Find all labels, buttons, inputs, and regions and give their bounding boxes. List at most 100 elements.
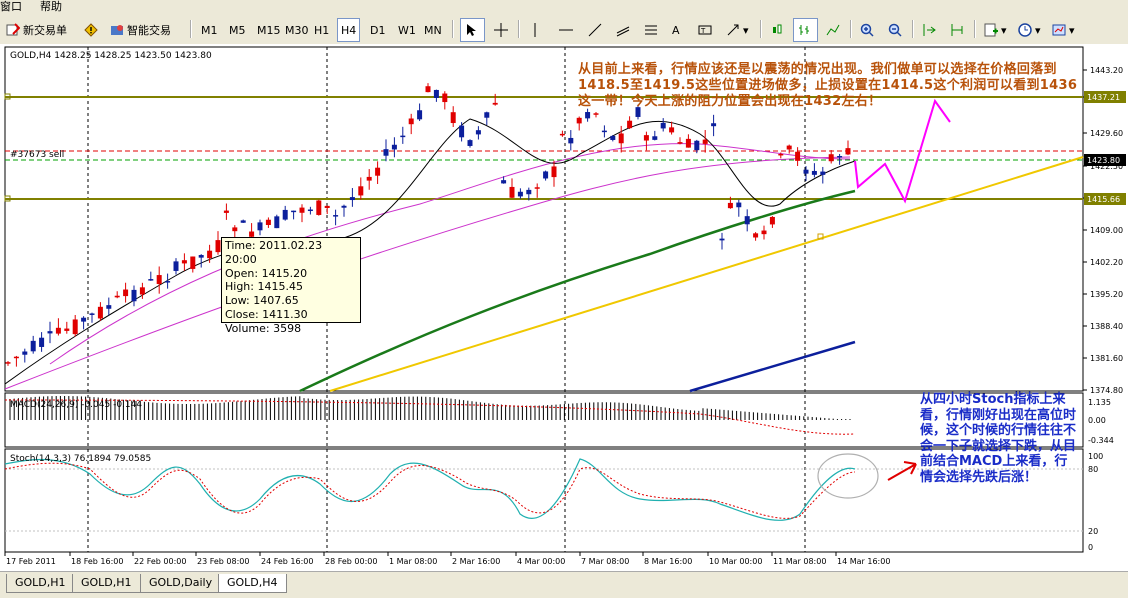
menu-window[interactable]: 窗口 <box>0 0 22 13</box>
candle-body <box>643 135 649 141</box>
candlesticks[interactable] <box>5 83 851 367</box>
ma-magenta-slow[interactable] <box>4 156 851 390</box>
period-m15[interactable]: M15 <box>257 23 281 37</box>
tooltip-close: Close: 1411.30 <box>225 307 308 321</box>
toolbar-separator <box>850 20 852 38</box>
ma-black[interactable] <box>4 118 856 385</box>
candle-body <box>803 169 809 174</box>
tab-gold-h4[interactable]: GOLD,H4 <box>218 574 287 593</box>
tooltip-low: Low: 1407.65 <box>225 294 299 308</box>
ma-green[interactable] <box>299 189 856 393</box>
time-axis: 17 Feb 2011 18 Feb 16:00 22 Feb 00:00 23 Fe… <box>4 552 890 566</box>
macd-tick-label: 1.135 <box>1088 398 1111 407</box>
period-mn[interactable]: MN <box>424 23 442 37</box>
time-tick-label: 1 Mar 08:00 <box>389 557 437 566</box>
price-badge <box>1084 154 1126 166</box>
clock-icon <box>1018 23 1032 37</box>
horizontal-line-button[interactable] <box>555 18 580 42</box>
label-icon: T <box>698 25 712 35</box>
period-h1[interactable]: H1 <box>314 23 330 37</box>
auto-scroll-button[interactable] <box>918 18 943 42</box>
candle-body <box>669 127 675 133</box>
period-d1[interactable]: D1 <box>370 23 386 37</box>
zoom-in-button[interactable] <box>856 18 881 42</box>
time-tick-label: 14 Mar 16:00 <box>837 557 890 566</box>
time-tick-label: 7 Mar 08:00 <box>581 557 629 566</box>
time-tick-label: 2 Mar 16:00 <box>452 557 500 566</box>
templates-dropdown-button[interactable]: ▾ <box>1048 18 1079 42</box>
order-label: #37673 sell <box>10 150 64 160</box>
macd-tick-label: 0.00 <box>1088 416 1106 425</box>
chart-window[interactable]: 1443.201436.051429.601422.501416.051409.… <box>0 44 1128 571</box>
highlight-circle <box>817 453 879 499</box>
arrows-dropdown-button[interactable]: ▾ <box>722 18 753 42</box>
tooltip-high: High: 1415.45 <box>225 280 303 294</box>
new-order-button[interactable]: 新交易单 <box>2 18 71 42</box>
line-chart-button[interactable] <box>822 18 847 42</box>
candle-body <box>156 275 162 284</box>
candle-body <box>30 340 36 352</box>
candles-button[interactable] <box>766 18 791 42</box>
candle-body <box>81 317 87 322</box>
periods-dropdown-button[interactable]: ▾ <box>1014 18 1045 42</box>
chevron-down-icon: ▾ <box>743 23 749 37</box>
expert-advisor-button[interactable]: 智能交易 <box>106 18 175 42</box>
main-chart-pane[interactable] <box>4 46 1084 392</box>
candle-body <box>349 197 355 201</box>
trend-line[interactable] <box>329 156 1084 392</box>
text-button[interactable]: A <box>672 23 680 37</box>
price-tick-label: 1374.80 <box>1090 386 1123 395</box>
period-w1[interactable]: W1 <box>398 23 416 37</box>
alert-button[interactable] <box>80 18 105 42</box>
candle-body <box>719 238 725 241</box>
menu-help[interactable]: 帮助 <box>40 0 62 13</box>
stoch-tick-label: 100 <box>1088 452 1103 461</box>
candle-body <box>702 139 708 144</box>
chart-shift-button[interactable] <box>946 18 971 42</box>
period-m30[interactable]: M30 <box>285 23 309 37</box>
label-button[interactable]: T <box>694 18 719 42</box>
candle-body <box>543 171 549 179</box>
chart-header: GOLD,H4 1428.25 1428.25 1423.50 1423.80 <box>10 51 212 61</box>
indicators-dropdown-button[interactable]: ▾ <box>980 18 1011 42</box>
candle-body <box>467 140 473 146</box>
cursor-button[interactable] <box>460 18 485 42</box>
price-chart-canvas[interactable]: 1443.201436.051429.601422.501416.051409.… <box>0 44 1128 571</box>
crosshair-button[interactable] <box>490 18 515 42</box>
stoch-pane[interactable] <box>4 448 1084 553</box>
stoch-tick-label: 80 <box>1088 465 1098 474</box>
period-m1[interactable]: M1 <box>201 23 218 37</box>
period-h4[interactable]: H4 <box>337 18 361 42</box>
time-tick-label: 28 Feb 00:00 <box>325 557 377 566</box>
line-handle[interactable] <box>4 93 11 100</box>
trendline-button[interactable] <box>584 18 609 42</box>
period-m5[interactable]: M5 <box>229 23 246 37</box>
fibonacci-button[interactable] <box>640 18 665 42</box>
candle-body <box>366 176 372 181</box>
vertical-line-button[interactable] <box>524 18 549 42</box>
tab-gold-h1-2[interactable]: GOLD,H1 <box>72 574 141 593</box>
macd-tick-label: -0.344 <box>1088 436 1114 445</box>
crosshair-icon <box>494 23 508 37</box>
tab-gold-h1[interactable]: GOLD,H1 <box>6 574 75 593</box>
stoch-tick-label: 20 <box>1088 527 1098 536</box>
line-handle[interactable] <box>4 195 11 202</box>
time-tick-label: 23 Feb 08:00 <box>197 557 249 566</box>
horizontal-line-icon <box>559 29 573 31</box>
ma-magenta-fast[interactable] <box>49 143 851 365</box>
bar-info-tooltip: Time: 2011.02.23 20:00 Open: 1415.20 Hig… <box>221 237 361 335</box>
toolbar-separator <box>190 20 192 38</box>
candle-body <box>148 279 154 281</box>
ma-blue[interactable] <box>689 340 856 393</box>
zoom-out-button[interactable] <box>884 18 909 42</box>
bar-chart-button[interactable] <box>793 18 818 42</box>
candle-body <box>165 281 171 283</box>
trend-line-handle[interactable] <box>817 233 824 240</box>
stoch-main-line <box>4 458 856 521</box>
chevron-down-icon: ▾ <box>1001 23 1007 37</box>
channel-button[interactable] <box>612 18 637 42</box>
tab-gold-daily[interactable]: GOLD,Daily <box>140 574 222 593</box>
chevron-down-icon: ▾ <box>1069 23 1075 37</box>
macd-pane[interactable] <box>4 392 1084 448</box>
candle-body <box>828 154 834 162</box>
